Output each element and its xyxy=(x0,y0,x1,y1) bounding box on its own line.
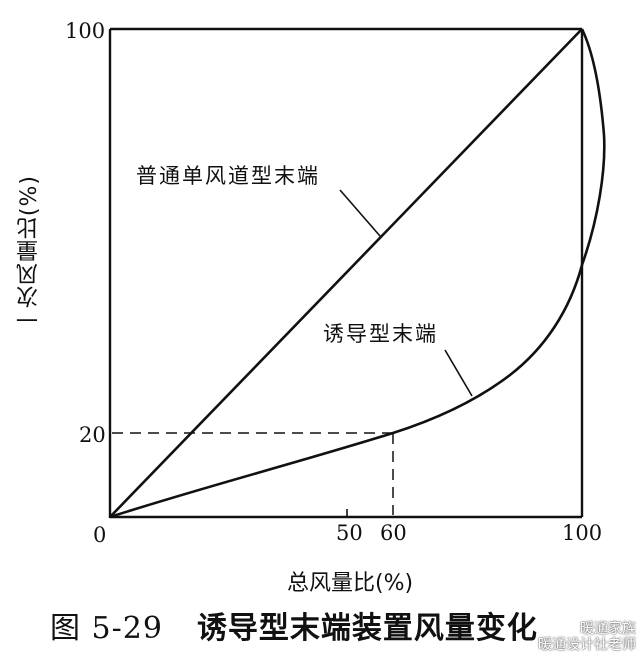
watermark: 暖通家族 暖通设计社老师 xyxy=(538,621,636,653)
watermark-line2: 暖通设计社老师 xyxy=(538,637,636,653)
x-axis-label: 总风量比(%) xyxy=(287,571,414,596)
series-induced-curve xyxy=(109,28,606,519)
caption-number: 图 5-29 xyxy=(50,611,163,646)
annotation-induced: 诱导型末端 xyxy=(323,322,438,346)
leader-line-linear xyxy=(339,189,381,237)
series-linear-line xyxy=(109,28,583,518)
leader-line-induced xyxy=(444,349,473,397)
x-tick-label-100: 100 xyxy=(562,521,602,545)
figure-caption: 图 5-29 诱导型末端装置风量变化 xyxy=(50,603,538,647)
y-tick-100: 100 xyxy=(65,19,105,43)
x-tick-label-50: 50 xyxy=(336,521,363,545)
y-tick-20: 20 xyxy=(79,423,106,447)
origin-tick: 0 xyxy=(93,523,106,547)
y-axis-label-box: 一次风量比(%) xyxy=(14,175,44,375)
caption-text: 诱导型末端装置风量变化 xyxy=(196,611,538,646)
x-tick-label-60: 60 xyxy=(380,521,407,545)
y-axis-label: 一次风量比(%) xyxy=(17,175,42,332)
watermark-line1: 暖通家族 xyxy=(580,621,636,637)
annotation-linear: 普通单风道型末端 xyxy=(136,164,320,188)
